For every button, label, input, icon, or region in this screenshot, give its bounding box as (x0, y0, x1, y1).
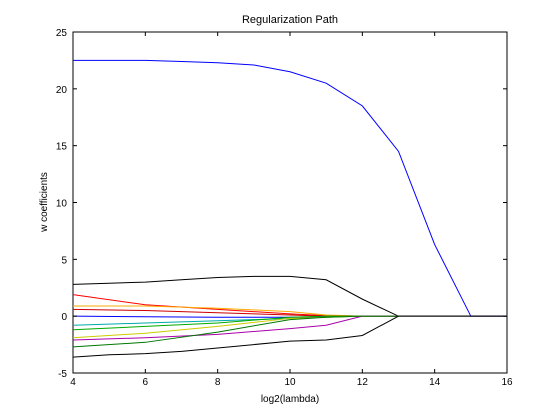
x-tick-label: 10 (284, 377, 296, 388)
x-axis-label: log2(lambda) (261, 394, 319, 405)
tick-layer: 4 6 8 10 12 14 16 -5 0 5 10 15 20 25 (56, 28, 513, 388)
y-tick-label: -5 (58, 369, 67, 380)
coefficient-path-line-11 (72, 315, 399, 348)
x-tick-label: 16 (501, 377, 513, 388)
y-tick-label: 0 (61, 312, 67, 323)
plot-area (72, 31, 508, 374)
y-axis-label: w coefficients (39, 172, 50, 233)
y-tick-label: 25 (56, 28, 68, 39)
coefficient-path-line-1 (73, 59, 507, 317)
coefficient-path-line-12 (72, 315, 507, 358)
x-tick-label: 6 (143, 377, 149, 388)
y-tick-label: 10 (56, 199, 68, 210)
x-tick-label: 4 (70, 377, 76, 388)
y-tick-label: 5 (61, 255, 67, 266)
x-tick-label: 12 (357, 377, 369, 388)
chart-title: Regularization Path (242, 14, 338, 26)
x-tick-label: 8 (215, 377, 221, 388)
y-tick-label: 20 (56, 85, 68, 96)
series-layer (72, 59, 507, 358)
y-tick-label: 15 (56, 142, 68, 153)
x-tick-label: 14 (429, 377, 441, 388)
